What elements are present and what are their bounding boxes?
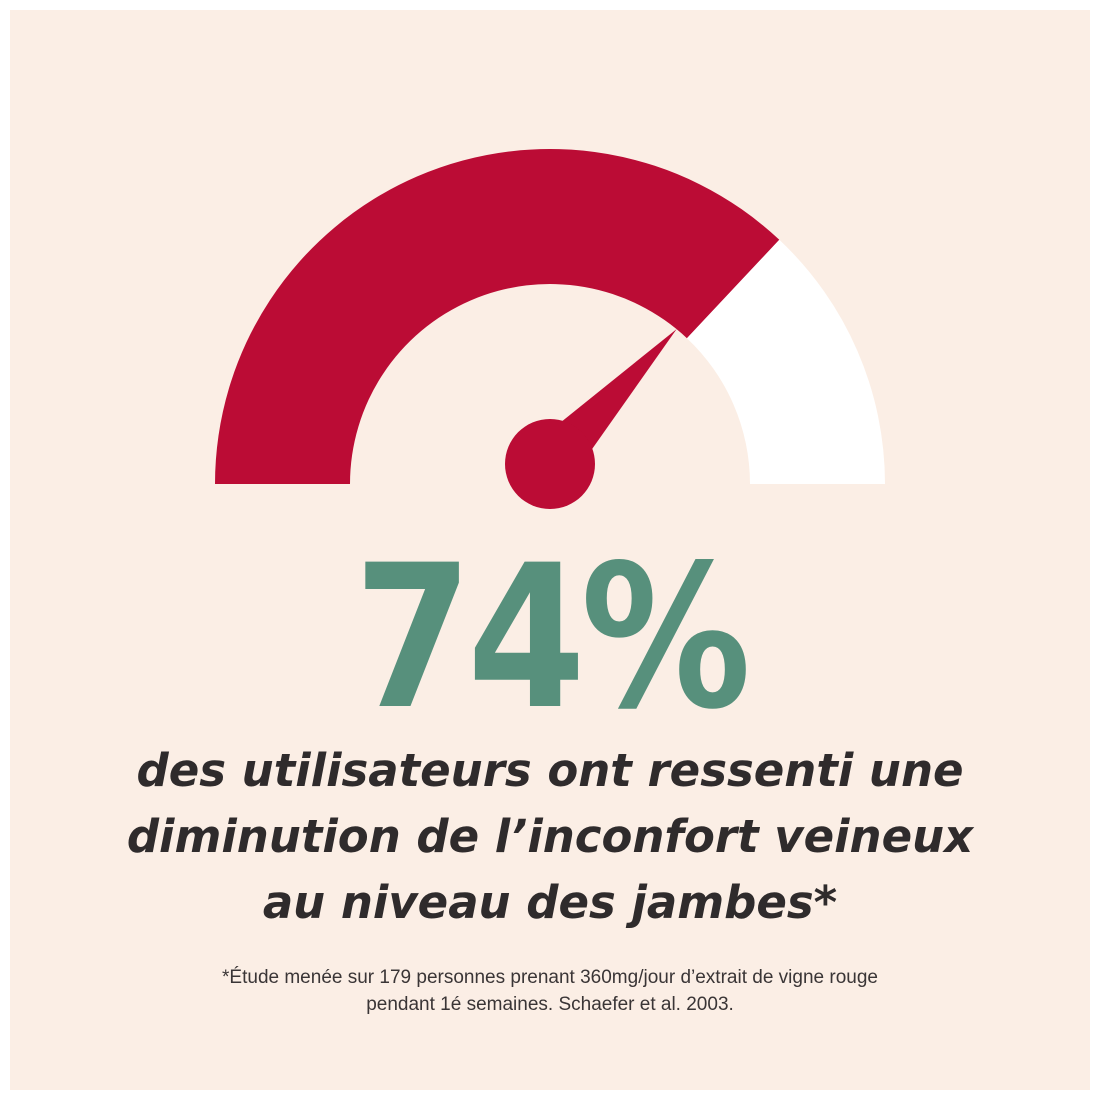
gauge-remaining-arc (686, 239, 885, 484)
headline-line-1: des utilisateurs ont ressenti une (136, 744, 964, 797)
gauge-filled-arc (215, 149, 780, 484)
footnote: *Étude menée sur 179 personnes prenant 3… (60, 964, 1040, 1018)
gauge (215, 149, 885, 509)
gauge-hub (505, 419, 595, 509)
footnote-line-2: pendant 1é semaines. Schaefer et al. 200… (366, 994, 734, 1015)
percentage-value: 74% (353, 522, 751, 753)
headline-line-2: diminution de l’inconfort veineux (126, 810, 974, 863)
headline: des utilisateurs ont ressenti une diminu… (40, 738, 1060, 936)
headline-line-3: au niveau des jambes* (262, 876, 838, 929)
footnote-line-1: *Étude menée sur 179 personnes prenant 3… (222, 967, 878, 988)
